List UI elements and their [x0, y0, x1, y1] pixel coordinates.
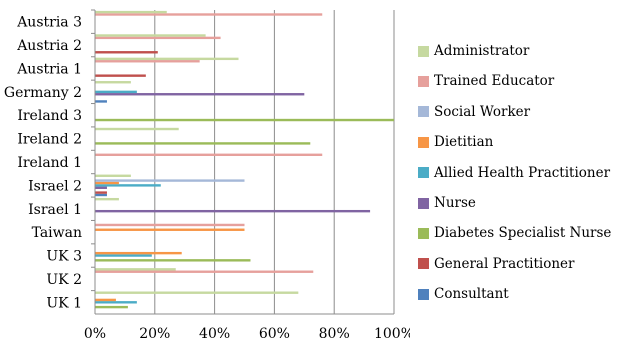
- bar: [95, 254, 152, 257]
- gridlines: [154, 10, 395, 314]
- bar: [95, 305, 128, 309]
- bar: [95, 153, 323, 156]
- bar-chart: UK 1 UK 2 UK 3 Taiwan Israel 1 Israel 2 Irelan…: [4, 9, 410, 342]
- legend-swatch: [418, 227, 429, 239]
- bar: [95, 181, 119, 185]
- legend-label: Consultant: [434, 286, 509, 303]
- legend-label: Administrator: [434, 43, 530, 59]
- legend-label: General Practitioner: [434, 255, 575, 272]
- bar: [95, 81, 131, 84]
- legend-item: Trained Educator: [418, 72, 554, 90]
- category-label: Germany 2: [4, 85, 82, 101]
- bar: [95, 197, 119, 201]
- legend-label: Diabetes Specialist Nurse: [434, 225, 612, 242]
- bar: [95, 184, 161, 187]
- bar: [95, 13, 323, 16]
- x-tick-label: 80%: [319, 326, 350, 342]
- legend-item: Administrator: [418, 42, 529, 60]
- bar: [95, 36, 221, 40]
- bar: [95, 34, 206, 37]
- y-axis: UK 1 UK 2 UK 3 Taiwan Israel 1 Israel 2 Irelan…: [4, 9, 95, 311]
- category-label: Ireland 3: [17, 108, 82, 124]
- category-label: Austria 2: [16, 38, 82, 54]
- x-tick-label: 40%: [199, 326, 230, 342]
- bars: [95, 10, 394, 309]
- category-label: Ireland 2: [17, 132, 82, 148]
- category-label: UK 1: [46, 295, 82, 311]
- legend-label: Trained Educator: [434, 73, 555, 90]
- bar: [95, 10, 167, 14]
- bar: [95, 268, 176, 271]
- legend-swatch: [418, 197, 429, 209]
- bar: [95, 127, 179, 131]
- x-axis: 0% 20% 40% 60% 80% 100%: [84, 10, 410, 342]
- bar: [95, 100, 107, 103]
- bar: [95, 193, 107, 197]
- bar: [95, 301, 137, 304]
- x-tick-label: 20%: [139, 326, 170, 342]
- category-label: Ireland 1: [17, 155, 82, 171]
- category-label: Taiwan: [32, 225, 82, 241]
- bar: [95, 251, 182, 255]
- bar: [95, 142, 311, 145]
- bar: [95, 179, 245, 182]
- legend-item: Social Worker: [418, 103, 530, 121]
- legend-item: General Practitioner: [418, 255, 574, 273]
- legend-swatch: [418, 106, 429, 118]
- category-label: Austria 3: [16, 15, 82, 31]
- bar: [95, 118, 394, 122]
- bar: [95, 191, 107, 194]
- legend-label: Social Worker: [434, 103, 531, 120]
- x-tick-label: 0%: [84, 326, 106, 342]
- bar: [95, 228, 245, 231]
- legend-swatch: [418, 167, 429, 179]
- x-tick-label: 60%: [259, 326, 290, 342]
- legend-swatch: [418, 288, 429, 300]
- bar: [95, 90, 137, 94]
- legend-item: Consultant: [418, 285, 509, 303]
- bar: [95, 51, 158, 54]
- legend-swatch: [418, 258, 429, 270]
- category-label: Israel 2: [28, 178, 82, 194]
- bar: [95, 74, 146, 77]
- legend-item: Diabetes Specialist Nurse: [418, 224, 611, 242]
- x-tick-label: 100%: [374, 326, 410, 342]
- bar: [95, 93, 305, 96]
- legend-swatch: [418, 75, 429, 87]
- category-label: Austria 1: [16, 61, 82, 77]
- legend-item: Nurse: [418, 194, 476, 212]
- category-label: UK 3: [46, 249, 82, 265]
- legend-swatch: [418, 136, 429, 148]
- legend-item: Dietitian: [418, 133, 493, 151]
- bar: [95, 259, 251, 262]
- bar: [95, 57, 239, 61]
- bar: [95, 209, 371, 213]
- legend-label: Nurse: [434, 195, 476, 211]
- bar: [95, 174, 131, 177]
- bar: [95, 291, 299, 294]
- bar: [95, 270, 314, 273]
- bar: [95, 60, 200, 63]
- category-label: UK 2: [46, 272, 82, 288]
- bar: [95, 223, 245, 227]
- category-label: Israel 1: [28, 202, 82, 218]
- bar: [95, 186, 107, 189]
- legend-item: Allied Health Practitioner: [418, 164, 610, 182]
- legend-label: Dietitian: [434, 134, 494, 151]
- legend-label: Allied Health Practitioner: [434, 164, 611, 181]
- bar: [95, 298, 116, 302]
- legend-swatch: [418, 45, 429, 57]
